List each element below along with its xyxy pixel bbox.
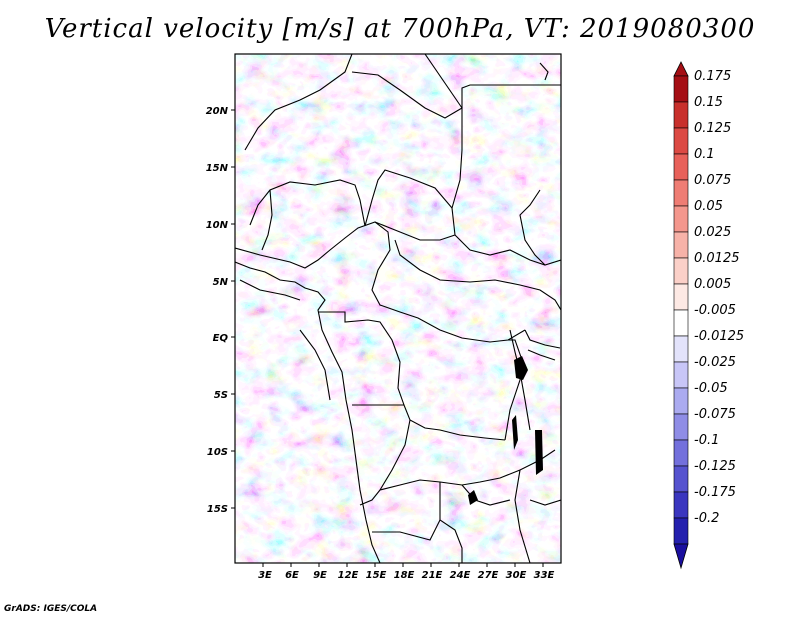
lon-label: 3E xyxy=(258,570,272,581)
colorbar-label: -0.2 xyxy=(694,511,719,526)
colorbar-swatch xyxy=(673,387,689,415)
colorbar-swatch xyxy=(673,361,689,389)
lat-label: 15N xyxy=(206,163,229,174)
map-frame xyxy=(234,53,562,564)
colorbar-swatch xyxy=(673,283,689,311)
colorbar-swatch xyxy=(673,205,689,233)
lon-ticks xyxy=(262,563,544,567)
colorbar-label: 0.075 xyxy=(694,173,731,188)
lon-label: 21E xyxy=(422,570,443,581)
colorbar-label: -0.005 xyxy=(694,303,736,318)
colorbar-swatch xyxy=(673,309,689,337)
lon-label: 6E xyxy=(285,570,299,581)
country-borders xyxy=(235,54,561,563)
colorbar-max-arrow xyxy=(673,61,689,77)
lat-label: 10N xyxy=(206,220,229,231)
colorbar-label: 0.15 xyxy=(694,95,723,110)
lat-label: EQ xyxy=(213,333,229,344)
lat-label: 5N xyxy=(213,277,229,288)
lon-label: 30E xyxy=(506,570,527,581)
lon-label: 33E xyxy=(534,570,555,581)
lat-label: 20N xyxy=(206,106,229,117)
colorbar-label: -0.075 xyxy=(694,407,736,422)
colorbar-label: -0.05 xyxy=(694,381,728,396)
colorbar-label: -0.175 xyxy=(694,485,736,500)
colorbar-min-arrow xyxy=(673,543,689,570)
lon-label: 12E xyxy=(338,570,359,581)
colorbar-swatch xyxy=(673,257,689,285)
lakes xyxy=(468,356,543,505)
lon-label: 15E xyxy=(366,570,387,581)
colorbar-label: 0.1 xyxy=(694,147,715,162)
lat-labels: 20N 15N 10N 5N EQ 5S 10S 15S xyxy=(206,106,229,515)
colorbar-label: -0.0125 xyxy=(694,329,744,344)
colorbar-swatch xyxy=(673,465,689,493)
grads-credit: GrADS: IGES/COLA xyxy=(4,604,98,614)
lon-label: 18E xyxy=(394,570,415,581)
colorbar-swatch xyxy=(673,75,689,103)
colorbar-label: 0.125 xyxy=(694,121,731,136)
colorbar-swatch xyxy=(673,517,689,545)
lon-label: 27E xyxy=(478,570,499,581)
colorbar-swatch xyxy=(673,491,689,519)
colorbar-label: 0.175 xyxy=(694,69,731,84)
colorbar-swatch xyxy=(673,153,689,181)
colorbar-swatch xyxy=(673,127,689,155)
colorbar-label: 0.0125 xyxy=(694,251,740,266)
velocity-field xyxy=(235,54,561,563)
lat-label: 5S xyxy=(214,390,228,401)
lat-label: 15S xyxy=(207,504,228,515)
colorbar-swatch xyxy=(673,231,689,259)
colorbar: 0.175 0.15 0.125 0.1 0.075 0.05 0.025 0.0125 0.0… xyxy=(673,61,744,570)
lon-label: 24E xyxy=(450,570,471,581)
colorbar-label: 0.025 xyxy=(694,225,731,240)
lon-labels: 3E 6E 9E 12E 15E 18E 21E 24E 27E 30E 33E xyxy=(258,570,554,581)
colorbar-label: 0.005 xyxy=(694,277,731,292)
colorbar-swatch xyxy=(673,335,689,363)
lat-label: 10S xyxy=(207,447,228,458)
colorbar-swatch xyxy=(673,101,689,129)
lat-ticks xyxy=(231,109,235,509)
plot-title: Vertical velocity [m/s] at 700hPa, VT: 2… xyxy=(44,14,756,44)
colorbar-label: -0.025 xyxy=(694,355,736,370)
colorbar-label: -0.1 xyxy=(694,433,719,448)
colorbar-label: 0.05 xyxy=(694,199,723,214)
colorbar-swatch xyxy=(673,413,689,441)
lon-label: 9E xyxy=(313,570,327,581)
colorbar-swatch xyxy=(673,439,689,467)
colorbar-label: -0.125 xyxy=(694,459,736,474)
colorbar-swatch xyxy=(673,179,689,207)
